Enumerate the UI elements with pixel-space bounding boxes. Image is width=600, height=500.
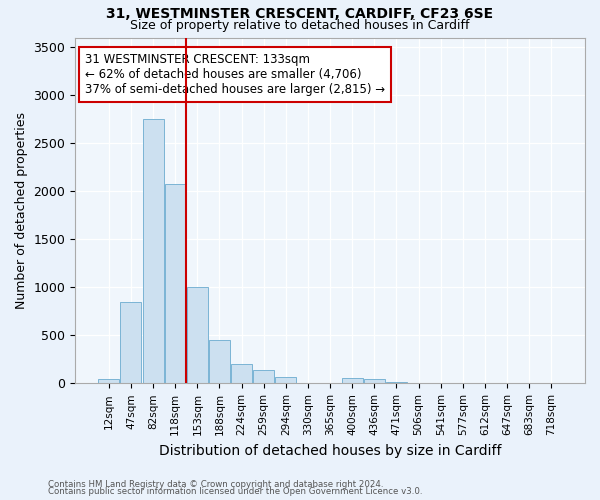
Bar [231, 364, 252, 384]
Text: 31, WESTMINSTER CRESCENT, CARDIFF, CF23 6SE: 31, WESTMINSTER CRESCENT, CARDIFF, CF23 … [106, 8, 494, 22]
Bar [164, 184, 186, 384]
Bar [364, 380, 385, 384]
Bar [253, 370, 274, 384]
Text: Contains public sector information licensed under the Open Government Licence v3: Contains public sector information licen… [48, 488, 422, 496]
Text: Size of property relative to detached houses in Cardiff: Size of property relative to detached ho… [130, 18, 470, 32]
X-axis label: Distribution of detached houses by size in Cardiff: Distribution of detached houses by size … [159, 444, 502, 458]
Text: 31 WESTMINSTER CRESCENT: 133sqm
← 62% of detached houses are smaller (4,706)
37%: 31 WESTMINSTER CRESCENT: 133sqm ← 62% of… [85, 53, 385, 96]
Bar [209, 340, 230, 384]
Bar [341, 378, 363, 384]
Bar [121, 302, 142, 384]
Bar [143, 119, 164, 384]
Text: Contains HM Land Registry data © Crown copyright and database right 2024.: Contains HM Land Registry data © Crown c… [48, 480, 383, 489]
Bar [275, 376, 296, 384]
Bar [187, 288, 208, 384]
Bar [386, 382, 407, 384]
Bar [98, 378, 119, 384]
Y-axis label: Number of detached properties: Number of detached properties [15, 112, 28, 309]
